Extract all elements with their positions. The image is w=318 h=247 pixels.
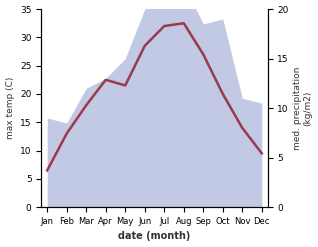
X-axis label: date (month): date (month): [118, 231, 191, 242]
Y-axis label: max temp (C): max temp (C): [5, 77, 15, 139]
Y-axis label: med. precipitation
(kg/m2): med. precipitation (kg/m2): [293, 66, 313, 150]
